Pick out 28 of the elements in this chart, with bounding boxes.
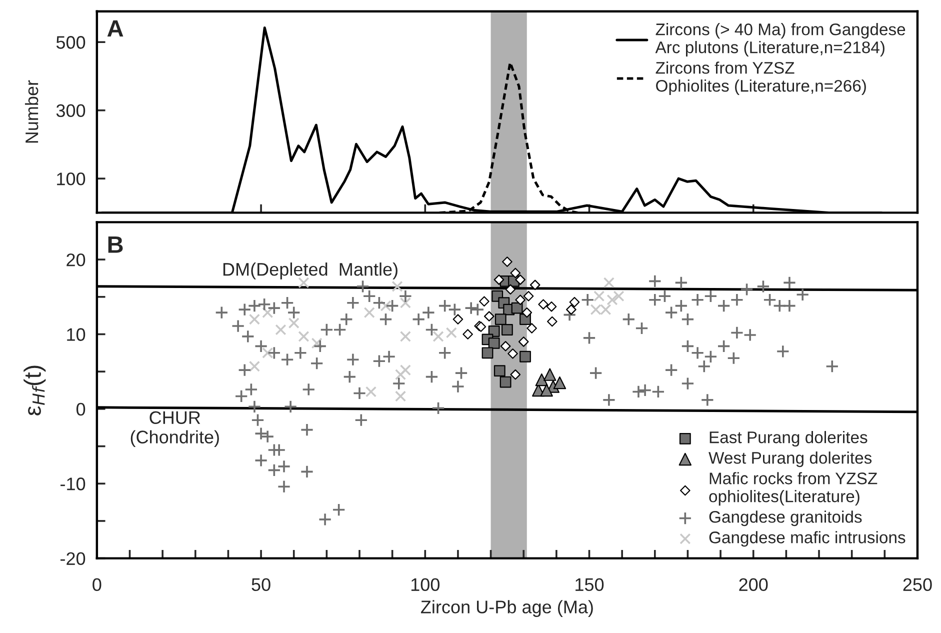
legend-label: Zircons (> 40 Ma) from Gangdese Arc plutons (Literature,n=2184) [655,23,906,57]
y-axis-title: ε$_{Hf}$(t) [24,366,46,416]
y-tick-label: -10 [60,478,86,490]
y-tick-label: 0 [76,402,86,416]
y-axis-title: Number [24,80,38,143]
y-tick-label: -20 [60,552,86,566]
annotation: A [107,20,124,37]
annotation: B [108,236,123,253]
legend-label: Zircons from YZSZ Ophiolites (Literature,n=266) [656,62,866,96]
y-tick-label: 10 [67,328,86,341]
x-axis-title: Zircon U-Pb age (Ma) [420,600,593,617]
x-tick-label: 0 [92,578,102,592]
y-tick-label: 300 [56,104,86,118]
y-tick-label: 20 [66,253,86,266]
annotation: CHUR (Chondrite) [130,411,219,448]
legend-label: East Purang dolerites [710,431,868,447]
x-tick-label: 250 [903,578,932,592]
annotation: DM(Depleted Mantle) [223,262,398,280]
y-tick-label: 100 [57,172,86,186]
y-tick-label: 500 [56,36,86,49]
legend-label: Gangdese granitoids [709,510,862,526]
x-tick-label: 150 [576,578,604,592]
x-tick-label: 200 [739,578,768,592]
x-tick-label: 50 [252,578,270,592]
legend-label: West Purang dolerites [708,452,872,468]
legend-label: Mafic rocks from YZSZ ophiolites(Literature) [709,472,878,506]
x-tick-label: 100 [411,578,440,592]
legend-label: Gangdese mafic intrusions [709,531,906,547]
